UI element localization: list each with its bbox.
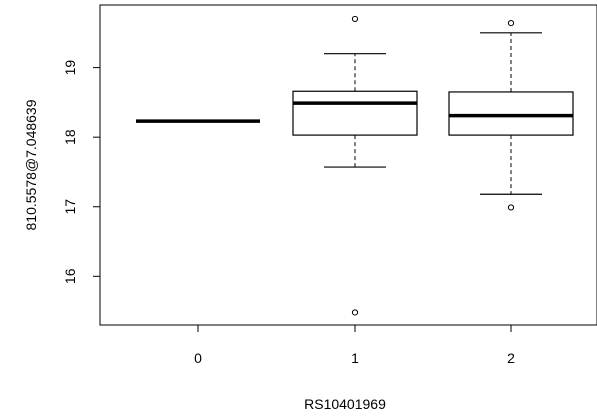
outlier-point-1-0 bbox=[351, 15, 359, 23]
x-tick-label-1: 1 bbox=[351, 350, 359, 366]
y-tick-label-17: 17 bbox=[62, 199, 78, 215]
x-tick-label-0: 0 bbox=[194, 350, 202, 366]
outlier-point-1-1 bbox=[351, 309, 359, 316]
y-tick-label-16: 16 bbox=[62, 268, 78, 284]
chart-marks bbox=[136, 15, 574, 316]
plot-frame bbox=[99, 4, 597, 326]
y-tick-label-19: 19 bbox=[62, 60, 78, 76]
box-2 bbox=[448, 91, 574, 136]
x-axis-label: RS10401969 bbox=[304, 396, 386, 412]
y-axis: 16 17 18 19 bbox=[62, 60, 100, 284]
box-group-2 bbox=[448, 19, 574, 211]
box-1 bbox=[292, 90, 418, 136]
y-axis-label: 810.5578@7.048639 bbox=[23, 99, 39, 230]
box-group-1 bbox=[292, 15, 418, 316]
x-tick-label-2: 2 bbox=[507, 350, 515, 366]
outlier-point-2-1 bbox=[507, 204, 515, 211]
outlier-point-2-0 bbox=[507, 19, 515, 27]
x-axis: 0 1 2 bbox=[194, 324, 515, 366]
y-tick-label-18: 18 bbox=[62, 129, 78, 145]
